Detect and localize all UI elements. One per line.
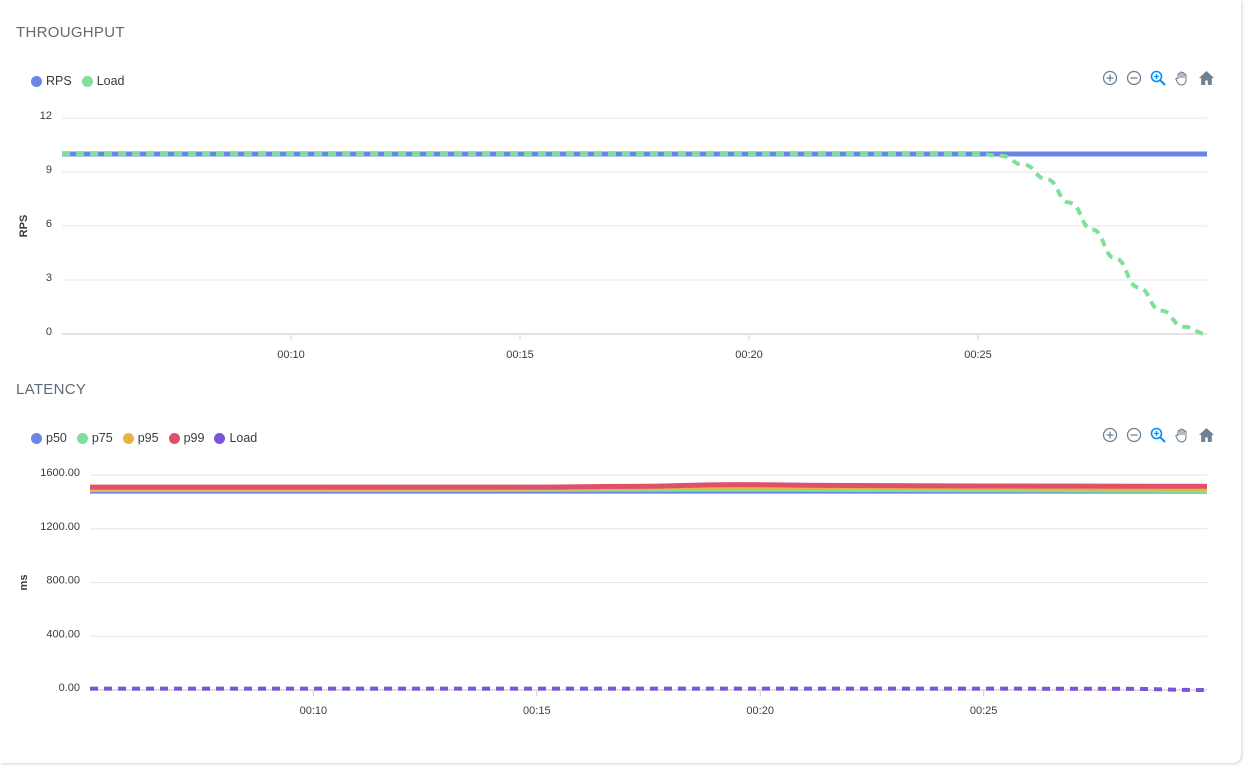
y-tick-label: 1600.00 xyxy=(40,467,80,479)
legend-item-load[interactable]: Load xyxy=(81,74,125,88)
selection-zoom-icon[interactable] xyxy=(1149,69,1167,87)
pan-hand-icon[interactable] xyxy=(1173,426,1191,444)
legend-label-p75: p75 xyxy=(91,431,113,445)
legend-item-p50[interactable]: p50 xyxy=(31,431,67,445)
y-tick-label: 12 xyxy=(40,110,52,122)
dashboard-card: THROUGHPUT RPS Load xyxy=(0,0,1241,752)
x-tick-label: 00:15 xyxy=(523,705,551,717)
latency-toolbar xyxy=(1101,426,1215,444)
x-tick-label: 00:15 xyxy=(506,349,534,361)
legend-marker-p50 xyxy=(31,432,42,444)
legend-item-p99[interactable]: p99 xyxy=(168,431,205,445)
legend-marker-rps xyxy=(31,75,42,87)
latency-panel: LATENCY p50 p75 p95 p99 Load xyxy=(0,372,1241,752)
throughput-chart: 0 3 6 9 12 00:10 00:15 00:20 00:25 RPS xyxy=(18,110,1208,361)
legend-marker-load xyxy=(214,432,226,444)
x-tick-label: 00:20 xyxy=(746,705,774,717)
y-tick-label: 400.00 xyxy=(46,628,80,640)
legend-label-p50: p50 xyxy=(46,431,67,445)
legend-item-rps[interactable]: RPS xyxy=(31,74,72,88)
x-tick-label: 00:10 xyxy=(277,349,305,361)
pan-hand-icon[interactable] xyxy=(1173,69,1191,87)
x-tick-label: 00:25 xyxy=(964,349,992,361)
series-line-load xyxy=(61,151,1208,336)
legend-label-load: Load xyxy=(96,74,125,88)
zoom-out-icon[interactable] xyxy=(1125,426,1143,444)
throughput-toolbar xyxy=(1101,69,1215,87)
y-tick-label: 3 xyxy=(46,272,52,284)
legend-label-load: Load xyxy=(229,431,258,445)
home-reset-icon[interactable] xyxy=(1197,426,1215,444)
x-tick-label: 00:10 xyxy=(300,705,328,717)
x-tick-label: 00:20 xyxy=(735,349,763,361)
selection-zoom-icon[interactable] xyxy=(1149,426,1167,444)
latency-chart: 0.00 400.00 800.00 1200.00 1600.00 00:10 00:15… xyxy=(18,467,1208,717)
latency-title: LATENCY xyxy=(16,381,87,398)
y-tick-label: 0 xyxy=(46,326,52,338)
legend-item-p75[interactable]: p75 xyxy=(76,431,113,445)
y-tick-label: 0.00 xyxy=(59,682,80,694)
series-line-p99 xyxy=(90,482,1208,490)
throughput-title: THROUGHPUT xyxy=(16,24,125,41)
y-tick-label: 9 xyxy=(46,164,52,176)
home-reset-icon[interactable] xyxy=(1197,69,1215,87)
legend-marker-load xyxy=(81,75,93,87)
legend-label-p95: p95 xyxy=(137,431,159,445)
y-axis-title: RPS xyxy=(18,215,30,238)
legend-item-p95[interactable]: p95 xyxy=(122,431,159,445)
latency-legend: p50 p75 p95 p99 Load xyxy=(31,431,257,445)
zoom-out-icon[interactable] xyxy=(1125,69,1143,87)
series-line-load xyxy=(89,686,1208,692)
throughput-panel: THROUGHPUT RPS Load xyxy=(0,0,1241,372)
legend-marker-p95 xyxy=(122,432,134,444)
zoom-in-icon[interactable] xyxy=(1101,69,1119,87)
legend-marker-p75 xyxy=(76,432,88,444)
legend-marker-p99 xyxy=(168,432,180,444)
throughput-legend: RPS Load xyxy=(31,74,125,88)
legend-label-rps: RPS xyxy=(46,74,72,88)
y-tick-label: 1200.00 xyxy=(40,521,80,533)
legend-label-p99: p99 xyxy=(183,431,205,445)
legend-item-load[interactable]: Load xyxy=(214,431,257,445)
y-tick-label: 6 xyxy=(46,218,52,230)
y-tick-label: 800.00 xyxy=(46,575,80,587)
y-axis-title: ms xyxy=(18,575,30,591)
x-tick-label: 00:25 xyxy=(970,705,998,717)
zoom-in-icon[interactable] xyxy=(1101,426,1119,444)
